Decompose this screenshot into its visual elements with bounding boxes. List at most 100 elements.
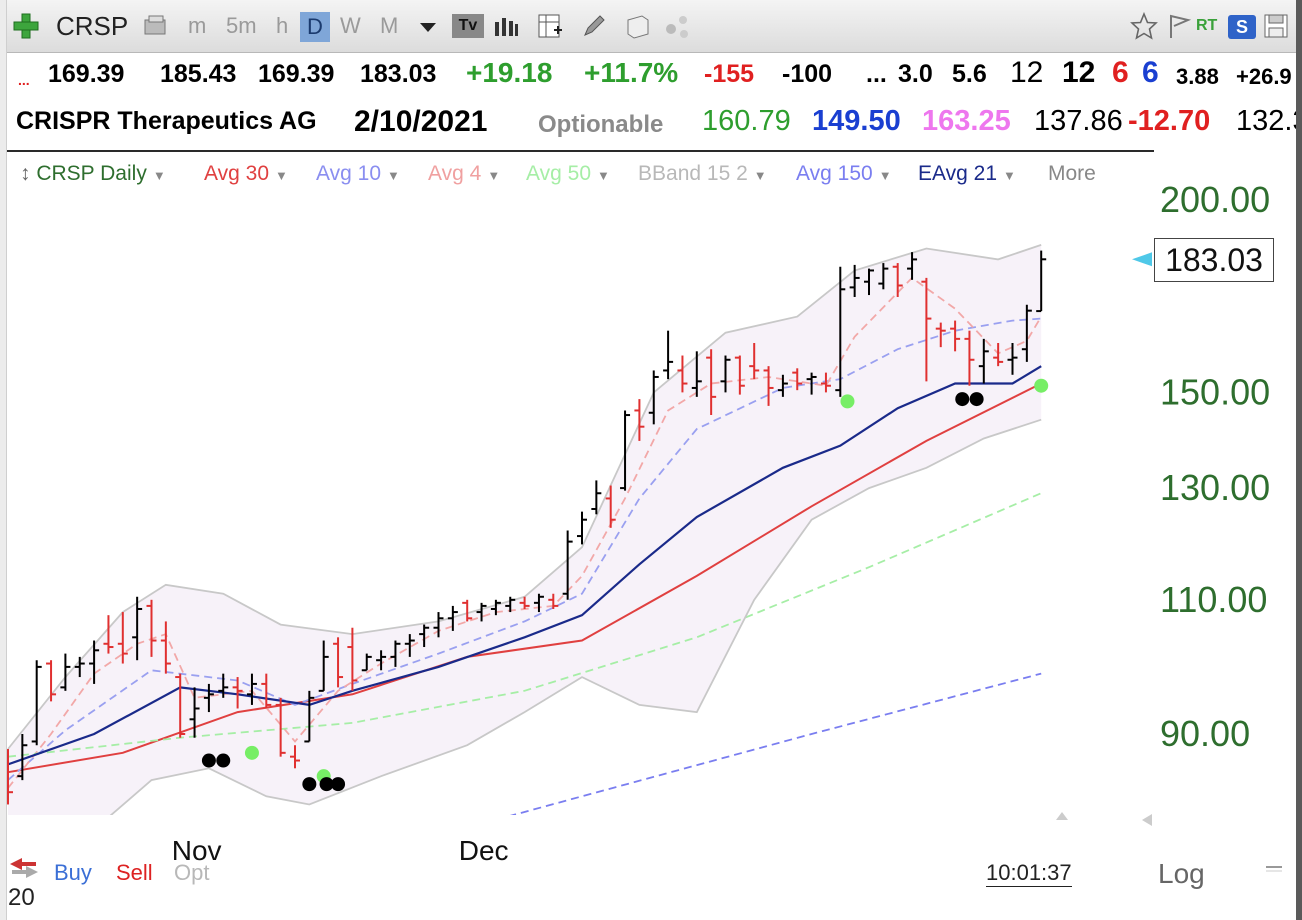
ohlc-bar [950, 320, 961, 352]
ohlc-bar [1036, 250, 1047, 313]
table-calc-icon[interactable] [536, 12, 564, 40]
star-favorite-icon[interactable] [1130, 12, 1158, 40]
chevron-down-icon[interactable]: ▼ [1003, 168, 1016, 183]
ohlc-bar [89, 640, 100, 684]
realtime-badge[interactable]: RT [1196, 17, 1218, 34]
ohlc-bar [490, 599, 501, 616]
dropdown-arrow-icon[interactable] [414, 12, 442, 40]
s-settings-button[interactable]: S [1228, 15, 1256, 39]
interval-d-active[interactable]: D [300, 12, 330, 42]
series-line-eavg-21 [7, 365, 1042, 766]
scanner-icon[interactable] [142, 12, 170, 40]
quote-detail-value: 160.79 [702, 105, 791, 137]
quote-detail-value: 149.50 [812, 105, 901, 137]
quote-detail-value: 163.25 [922, 105, 1011, 137]
buy-button[interactable]: Buy [54, 860, 92, 885]
add-plus-icon[interactable] [12, 12, 40, 40]
quote-value: 169.39 [48, 60, 125, 88]
ohlc-bar [1021, 304, 1032, 362]
quote-value: 3.0 [898, 60, 933, 88]
quote-detail-value: -12.70 [1128, 105, 1211, 137]
interval-month[interactable]: M [380, 13, 399, 38]
series-line-avg-150 [509, 672, 1042, 815]
sell-button[interactable]: Sell [116, 860, 153, 885]
flag-icon[interactable] [1166, 12, 1194, 40]
signal-dot-green [840, 394, 855, 409]
quote-value: +19.18 [466, 57, 553, 88]
last-price-arrow-icon [1132, 252, 1152, 267]
bar-chart-icon[interactable] [492, 12, 520, 40]
scroll-up-icon[interactable] [1054, 810, 1070, 822]
chevron-down-icon[interactable]: ▼ [487, 168, 501, 183]
legend-item[interactable]: Avg 150 ▼ [796, 162, 892, 186]
legend-item[interactable]: Avg 4 ▼ [428, 162, 500, 186]
interval-w[interactable]: W [340, 13, 361, 38]
ohlc-bar [533, 593, 544, 613]
legend-item[interactable]: EAvg 21 ▼ [918, 162, 1016, 186]
window-right-edge [1296, 0, 1302, 920]
connect-dots-icon[interactable] [664, 12, 692, 40]
chevron-down-icon[interactable]: ▼ [275, 168, 288, 183]
legend-item[interactable]: Avg 50 ▼ [526, 162, 610, 186]
quote-summary-line: ... 169.39 185.43 169.39 183.03 +19.18 +11.7% -… [0, 54, 1302, 100]
bottom-bar: 20 Buy Sell Opt 10:01:37 Log [0, 812, 1302, 920]
legend-item[interactable]: Avg 30 ▼ [204, 162, 288, 186]
legend-label: EAvg 21 [918, 162, 998, 185]
chart-toolbar: CRSP m 5m h D W M Tv RT S [0, 0, 1302, 53]
menu-lines-icon[interactable] [1264, 864, 1284, 874]
price-marker [1132, 252, 1152, 267]
text-tool-button[interactable]: Tv [452, 14, 484, 38]
quote-value: -155 [704, 60, 755, 88]
year-fragment: 20 [8, 884, 35, 911]
y-tick-label: 90.00 [1160, 713, 1250, 754]
chevron-down-icon[interactable]: ▼ [152, 168, 166, 183]
legend-item[interactable]: Avg 10 ▼ [316, 162, 400, 186]
quote-value: 12 [1062, 56, 1096, 89]
ohlc-bar [763, 366, 774, 406]
ohlc-bar [203, 683, 214, 713]
log-scale-toggle[interactable]: Log [1158, 858, 1205, 889]
ohlc-bar [935, 322, 946, 348]
ohlc-bar [835, 266, 846, 397]
legend-item[interactable]: BBand 15 2 ▼ [638, 162, 767, 186]
quote-value: 5.6 [952, 60, 987, 88]
ohlc-bar [548, 593, 559, 609]
x-axis-months: Nov Dec [172, 835, 509, 866]
interval-5m[interactable]: 5m [226, 13, 257, 38]
legend-item[interactable]: More [1048, 162, 1096, 186]
legend-item[interactable]: ↕ CRSP Daily ▼ [20, 162, 166, 186]
opt-button[interactable]: Opt [174, 860, 210, 885]
buy-sell-arrows-icon[interactable] [8, 856, 40, 880]
ohlc-bar [864, 268, 874, 296]
quote-date: 2/10/2021 [354, 105, 488, 138]
ohlc-bar [792, 368, 803, 391]
ohlc-bar [31, 660, 42, 746]
quote-value: +26.9 [1236, 64, 1292, 89]
interval-h[interactable]: h [276, 13, 289, 38]
notes-icon[interactable] [624, 12, 652, 40]
signal-dot-black [302, 777, 317, 792]
legend-label: More [1048, 162, 1096, 185]
ohlc-bar [1007, 342, 1018, 375]
series-line-bband-15-2-lower [109, 418, 1042, 815]
legend-label: Avg 150 [796, 162, 873, 185]
scroll-left-icon[interactable] [1140, 812, 1154, 828]
ohlc-bar [46, 660, 57, 702]
ohlc-bar [60, 653, 71, 691]
ohlc-bar [806, 372, 817, 395]
symbol-field[interactable]: CRSP [56, 11, 129, 41]
ohlc-bar [146, 599, 157, 657]
chevron-down-icon[interactable]: ▼ [387, 168, 400, 183]
pencil-draw-icon[interactable] [580, 12, 608, 40]
series-line-avg-10 [7, 317, 1042, 781]
updown-icon[interactable]: ↕ [20, 162, 37, 185]
ohlc-bar [677, 355, 688, 393]
ohlc-bar [691, 351, 702, 397]
save-disk-icon[interactable] [1262, 12, 1290, 40]
chevron-down-icon[interactable]: ▼ [753, 168, 767, 183]
interval-m[interactable]: m [188, 13, 207, 38]
chevron-down-icon[interactable]: ▼ [597, 168, 610, 183]
chevron-down-icon[interactable]: ▼ [878, 168, 892, 183]
ohlc-bar [706, 349, 717, 416]
